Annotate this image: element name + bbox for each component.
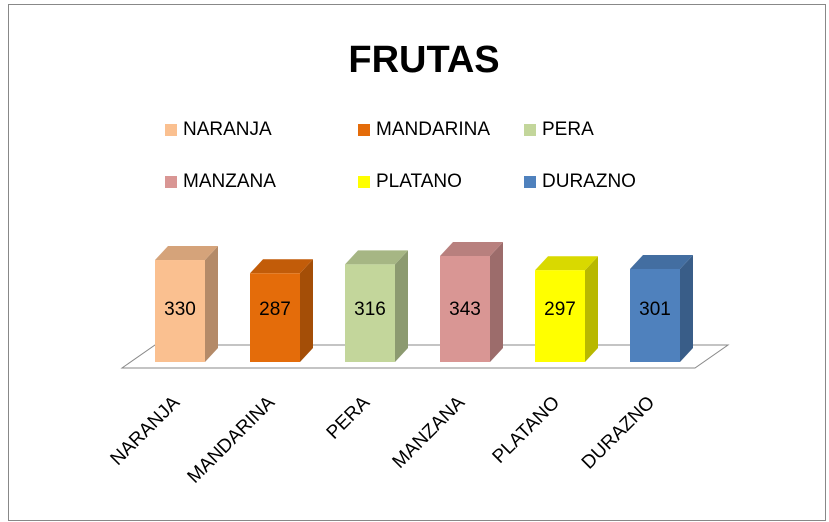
legend-swatch: [358, 124, 370, 136]
bar-top: [345, 250, 408, 265]
legend-swatch: [524, 176, 536, 188]
legend-label: DURAZNO: [542, 171, 636, 192]
legend-label: NARANJA: [183, 119, 272, 140]
data-label: 330: [164, 299, 196, 320]
legend-label: PERA: [542, 119, 594, 140]
bar: [155, 246, 218, 362]
legend-label: MANZANA: [183, 171, 276, 192]
legend-label: MANDARINA: [376, 119, 490, 140]
bar-side: [205, 246, 218, 362]
bar-side: [585, 256, 598, 362]
legend-swatch: [165, 124, 177, 136]
bar-front: [155, 260, 205, 362]
bar-top: [250, 259, 313, 274]
bar-side: [300, 259, 313, 362]
bar-front: [345, 264, 395, 362]
bar: [630, 254, 693, 362]
legend-swatch: [524, 124, 536, 136]
legend-label: PLATANO: [376, 171, 462, 192]
data-label: 316: [354, 299, 386, 320]
data-label: 297: [544, 299, 576, 320]
bar: [250, 259, 313, 362]
data-label: 301: [639, 299, 671, 320]
bar-front: [630, 268, 680, 362]
chart-title: FRUTAS: [348, 39, 499, 81]
bar: [535, 256, 598, 362]
bar-top: [155, 246, 218, 261]
legend-swatch: [165, 176, 177, 188]
bar-side: [490, 242, 503, 362]
bar-top: [535, 256, 598, 271]
bar-side: [395, 250, 408, 362]
bar: [345, 250, 408, 362]
bar-top: [630, 254, 693, 269]
bar-front: [250, 273, 300, 362]
bar-top: [440, 242, 503, 256]
bar-front: [440, 256, 490, 362]
data-label: 287: [259, 299, 291, 320]
bar-front: [535, 270, 585, 362]
bar: [440, 242, 503, 362]
legend-swatch: [358, 176, 370, 188]
bar-side: [680, 254, 693, 362]
data-label: 343: [449, 299, 481, 320]
